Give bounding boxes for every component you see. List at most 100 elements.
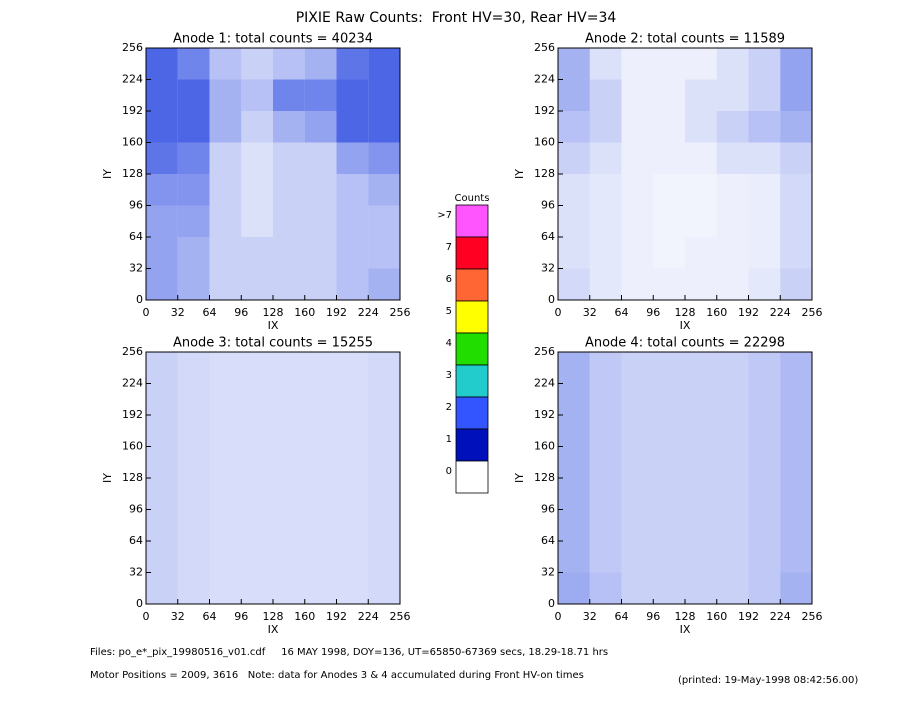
heat-cell	[653, 111, 685, 143]
heat-cell	[558, 79, 590, 111]
heat-cell	[716, 205, 749, 237]
heat-cell	[780, 111, 812, 143]
x-tick-label: 256	[390, 306, 411, 319]
colorbar-cell	[455, 236, 489, 270]
x-tick-label: 64	[615, 610, 629, 623]
x-tick-label: 192	[738, 306, 759, 319]
y-tick-label: 160	[122, 440, 143, 453]
heat-cell	[621, 205, 654, 237]
heat-cell	[558, 205, 590, 237]
heat-cell	[241, 446, 273, 478]
heat-cell	[685, 174, 717, 206]
heat-cell	[780, 446, 812, 478]
heat-cell	[273, 383, 305, 415]
heat-cell	[685, 48, 717, 80]
heat-cell	[589, 79, 622, 111]
heat-cell	[241, 541, 273, 573]
heat-cell	[621, 142, 654, 174]
heat-cell	[653, 383, 685, 415]
x-tick-label: 224	[770, 610, 791, 623]
heat-cell	[273, 174, 305, 206]
heat-cell	[589, 446, 622, 478]
heat-cell	[589, 205, 622, 237]
heat-cell	[241, 237, 273, 269]
y-tick-label: 64	[129, 534, 143, 547]
heat-cell	[336, 268, 369, 300]
heat-cell	[368, 541, 400, 573]
heat-cell	[146, 509, 178, 541]
y-axis-label: IY	[513, 169, 526, 179]
y-tick-label: 32	[129, 262, 143, 275]
y-tick-label: 32	[129, 566, 143, 579]
heat-cell	[716, 509, 749, 541]
heat-cell	[209, 352, 242, 384]
x-axis-label: IX	[268, 623, 279, 636]
heat-cell	[716, 446, 749, 478]
heat-cell	[558, 415, 590, 447]
heat-cell	[241, 142, 273, 174]
panel-title: Anode 2: total counts = 11589	[585, 32, 785, 47]
heat-cell	[177, 446, 210, 478]
heat-cell	[273, 415, 305, 447]
x-tick-label: 0	[555, 610, 562, 623]
heat-cell	[748, 174, 781, 206]
heat-cell	[653, 237, 685, 269]
heat-cell	[209, 383, 242, 415]
x-tick-label: 160	[706, 306, 727, 319]
x-tick-label: 32	[171, 306, 185, 319]
heat-cell	[558, 541, 590, 573]
x-tick-label: 160	[706, 610, 727, 623]
y-tick-label: 128	[122, 167, 143, 180]
heat-cell	[748, 541, 781, 573]
heat-cell	[336, 541, 369, 573]
x-tick-label: 0	[555, 306, 562, 319]
heat-cell	[146, 268, 178, 300]
x-tick-label: 224	[770, 306, 791, 319]
x-tick-label: 96	[234, 306, 248, 319]
x-tick-label: 256	[802, 610, 823, 623]
heat-cell	[653, 541, 685, 573]
heat-cell	[368, 352, 400, 384]
heat-cell	[273, 541, 305, 573]
heat-cell	[146, 478, 178, 510]
y-tick-label: 256	[534, 345, 555, 358]
heat-cell	[716, 352, 749, 384]
colorbar-cell	[455, 204, 489, 238]
footer-files: Files: po_e*_pix_19980516_v01.cdf 16 MAY…	[90, 647, 608, 658]
heat-cell	[780, 174, 812, 206]
heat-cell	[241, 48, 273, 80]
heat-cell	[748, 352, 781, 384]
heat-cell	[589, 478, 622, 510]
heat-cell	[621, 541, 654, 573]
heat-cell	[621, 174, 654, 206]
heat-cell	[653, 48, 685, 80]
y-tick-label: 0	[136, 597, 143, 610]
x-tick-label: 0	[143, 610, 150, 623]
heat-cell	[146, 383, 178, 415]
y-tick-label: 0	[548, 597, 555, 610]
heat-cell	[621, 572, 654, 604]
x-tick-label: 256	[390, 610, 411, 623]
heat-cell	[241, 572, 273, 604]
heat-cell	[589, 572, 622, 604]
heat-cell	[780, 415, 812, 447]
x-axis-label: IX	[680, 319, 691, 332]
heat-cell	[368, 79, 400, 111]
heat-cell	[558, 142, 590, 174]
heat-cell	[685, 541, 717, 573]
heat-cell	[241, 383, 273, 415]
x-tick-label: 160	[294, 610, 315, 623]
heat-cell	[177, 268, 210, 300]
heat-cell	[685, 142, 717, 174]
heat-cell	[241, 415, 273, 447]
heat-cell	[368, 446, 400, 478]
heat-cell	[273, 268, 305, 300]
heat-cell	[241, 478, 273, 510]
colorbar-cell	[455, 396, 489, 430]
heat-cell	[716, 174, 749, 206]
heat-cell	[780, 478, 812, 510]
heat-cell	[146, 237, 178, 269]
y-tick-label: 128	[122, 471, 143, 484]
heat-cell	[241, 111, 273, 143]
